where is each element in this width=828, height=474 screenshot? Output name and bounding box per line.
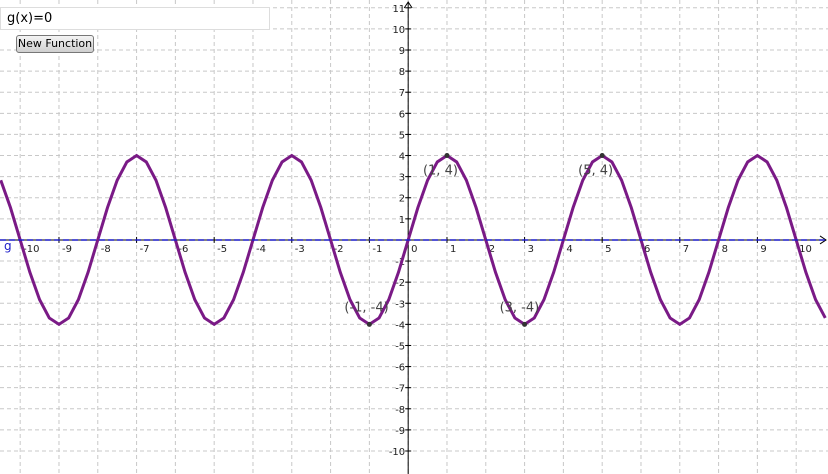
x-tick-label: -9	[62, 244, 72, 255]
series-label: g	[4, 239, 12, 253]
y-tick-label: 6	[399, 109, 405, 120]
x-tick-label: -4	[256, 244, 266, 255]
y-tick-label: -3	[395, 299, 405, 310]
y-tick-label: -8	[395, 405, 405, 416]
x-axis-arrow	[819, 235, 827, 245]
y-tick-label: 1	[399, 215, 405, 226]
x-tick-label: 0	[411, 244, 417, 255]
x-tick-label: -7	[140, 244, 150, 255]
x-tick-label: 9	[760, 244, 766, 255]
point-label: (3, -4)	[500, 300, 540, 315]
y-tick-label: 9	[399, 46, 405, 57]
y-tick-label: -7	[395, 384, 405, 395]
y-tick-label: 4	[399, 152, 405, 163]
y-tick-label: -10	[389, 447, 405, 458]
function-input[interactable]: g(x)=0	[0, 7, 270, 30]
new-function-button[interactable]: New Function	[16, 35, 94, 53]
x-tick-label: 8	[722, 244, 728, 255]
x-tick-label: 10	[799, 244, 812, 255]
point	[444, 153, 450, 159]
y-tick-label: 7	[399, 88, 405, 99]
x-tick-label: -5	[217, 244, 227, 255]
x-tick-label: 7	[683, 244, 689, 255]
y-tick-label: 2	[399, 194, 405, 205]
x-tick-label: -1	[372, 244, 382, 255]
y-tick-label: -6	[395, 363, 405, 374]
x-tick-label: -10	[23, 244, 39, 255]
x-tick-label: 4	[566, 244, 572, 255]
point-label: (5, 4)	[578, 164, 613, 179]
point	[366, 321, 372, 327]
y-tick-label: 8	[399, 67, 405, 78]
y-tick-label: 3	[399, 173, 405, 184]
y-tick-label: 11	[392, 4, 405, 15]
point-label: (-1, -4)	[344, 300, 388, 315]
y-tick-label: -4	[395, 320, 405, 331]
y-tick-label: 5	[399, 130, 405, 141]
x-tick-label: 6	[644, 244, 650, 255]
x-tick-label: -2	[334, 244, 344, 255]
y-tick-label: 10	[392, 25, 405, 36]
x-tick-label: 3	[528, 244, 534, 255]
x-tick-label: -3	[295, 244, 305, 255]
function-curve	[0, 153, 827, 327]
y-axis-arrow	[403, 1, 413, 9]
x-tick-label: 1	[450, 244, 456, 255]
x-tick-label: -8	[101, 244, 111, 255]
y-tick-label: -2	[395, 278, 405, 289]
point	[599, 153, 605, 159]
y-tick-label: -5	[395, 341, 405, 352]
y-tick-label: -9	[395, 426, 405, 437]
point-label: (1, 4)	[423, 164, 458, 179]
x-tick-label: 2	[489, 244, 495, 255]
point	[522, 321, 528, 327]
x-tick-label: -6	[178, 244, 188, 255]
x-tick-label: 5	[605, 244, 611, 255]
